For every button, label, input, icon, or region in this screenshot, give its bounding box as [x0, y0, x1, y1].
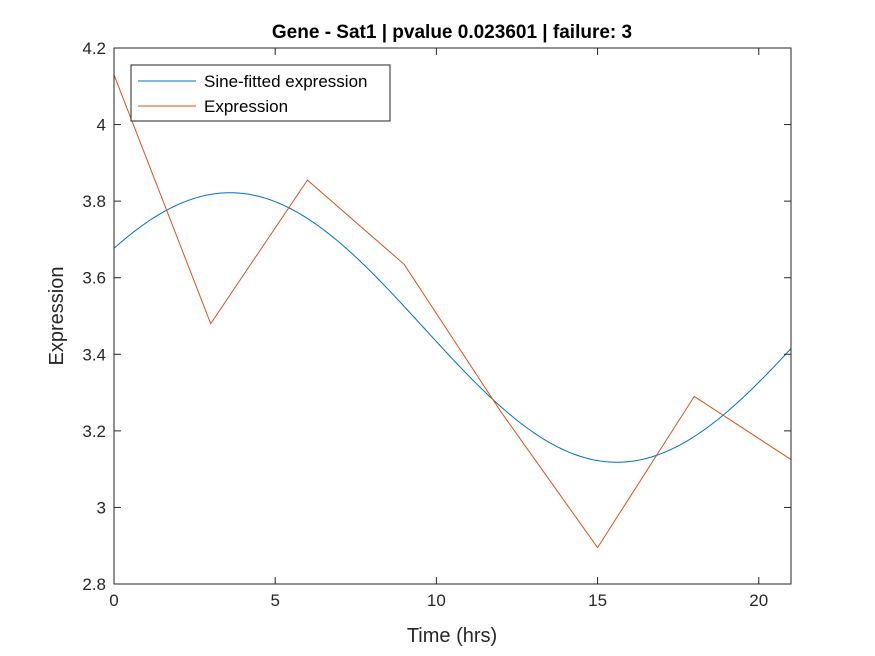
y-tick-label: 4.2: [82, 39, 106, 58]
chart-title: Gene - Sat1 | pvalue 0.023601 | failure:…: [272, 22, 632, 43]
series-layer: [113, 74, 792, 549]
y-tick-label: 3.4: [82, 345, 106, 364]
x-tick-label: 10: [427, 591, 446, 610]
series-line-expression: [113, 74, 792, 549]
x-tick-label: 20: [749, 591, 768, 610]
legend-label-sine-fitted: Sine-fitted expression: [204, 72, 367, 91]
y-tick-label: 3.8: [82, 192, 106, 211]
y-axis-label: Expression: [46, 267, 68, 366]
legend: Sine-fitted expression Expression: [130, 64, 391, 122]
x-tick-label: 15: [588, 591, 607, 610]
x-tick-label: 0: [109, 591, 118, 610]
plot-area: [114, 48, 791, 584]
legend-box: [130, 64, 391, 122]
y-tick-label: 3.2: [82, 422, 106, 441]
legend-label-expression: Expression: [204, 97, 288, 116]
tick-layer: 0 5 10 15 20 2.8 3 3.2 3.4 3.6 3.8 4 4.2: [82, 39, 791, 610]
y-tick-label: 2.8: [82, 575, 106, 594]
y-tick-label: 3: [97, 498, 106, 517]
x-axis-label: Time (hrs): [407, 625, 497, 647]
series-line-sine-fitted: [113, 192, 792, 463]
x-tick-label: 5: [270, 591, 279, 610]
axes-frame: [113, 47, 792, 585]
y-tick-label: 4: [97, 116, 106, 135]
y-tick-label: 3.6: [82, 269, 106, 288]
